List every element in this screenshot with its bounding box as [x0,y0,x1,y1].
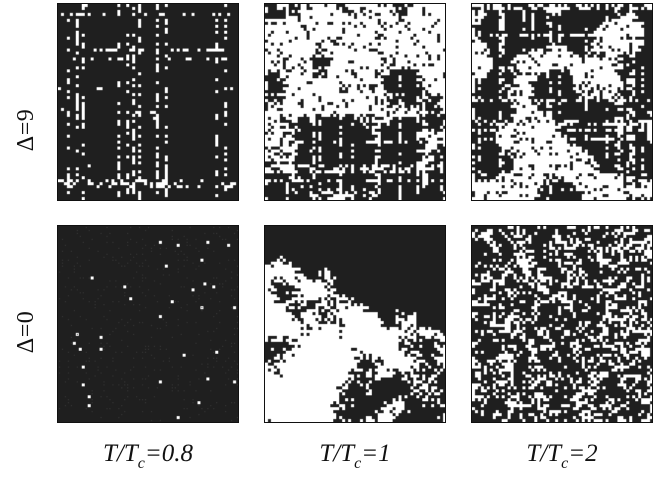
panel-delta9-t1 [264,3,446,201]
row-label-delta-0: Δ=0 [12,310,39,354]
spin-lattice-image [58,4,238,200]
col-label-t2: T/Tc=2 [472,440,652,472]
spin-lattice-image [58,226,238,422]
ratio-prefix: T/T [526,440,562,467]
spin-lattice-image [265,4,445,200]
ratio-value: =2 [568,440,598,467]
ratio-subscript: c [137,455,145,472]
ratio-subscript: c [354,455,362,472]
spin-lattice-image [472,4,652,200]
col-label-t1: T/Tc=1 [265,440,445,472]
spin-lattice-image [472,226,652,422]
ratio-value: =0.8 [144,440,193,467]
panel-delta9-t08 [57,3,239,201]
spin-lattice-image [265,226,445,422]
ratio-subscript: c [561,455,569,472]
col-label-t08: T/Tc=0.8 [58,440,238,472]
panel-delta0-t1 [264,225,446,423]
ratio-prefix: T/T [319,440,355,467]
panel-delta0-t08 [57,225,239,423]
ratio-prefix: T/T [103,440,138,467]
ratio-value: =1 [361,440,391,467]
panel-delta9-t2 [471,3,653,201]
row-label-delta-9: Δ=9 [12,108,39,152]
panel-delta0-t2 [471,225,653,423]
